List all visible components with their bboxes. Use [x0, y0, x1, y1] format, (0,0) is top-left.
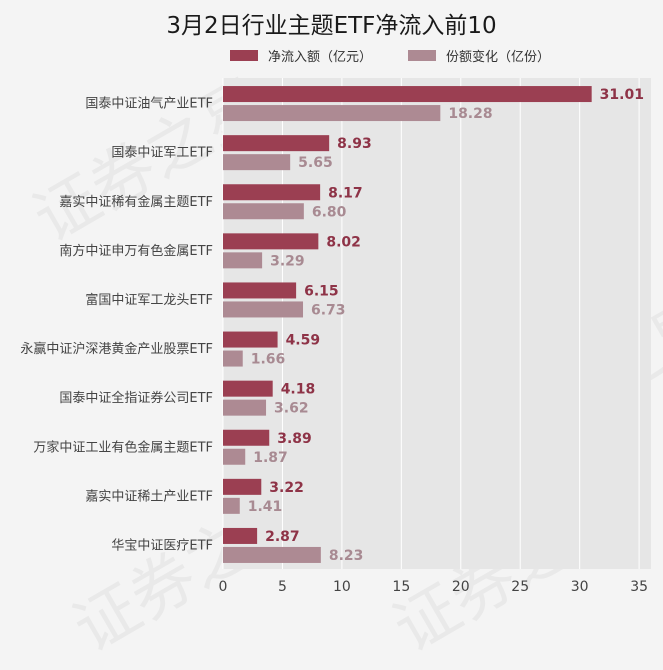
y-tick-label: 国泰中证油气产业ETF	[85, 96, 213, 112]
y-tick-label: 国泰中证军工ETF	[111, 146, 213, 161]
bar-share-change	[223, 546, 321, 563]
y-tick-label: 华宝中证医疗ETF	[111, 538, 213, 553]
y-tick-label: 万家中证工业有色金属主题ETF	[33, 439, 213, 455]
x-tick-label: 35	[630, 579, 648, 595]
data-label-share-change: 1.41	[248, 499, 283, 515]
data-label-share-change: 1.66	[251, 352, 286, 368]
x-tick-label: 5	[278, 579, 287, 595]
data-label-inflow: 6.15	[304, 283, 339, 299]
data-label-share-change: 18.28	[448, 106, 492, 122]
data-label-share-change: 8.23	[329, 548, 364, 564]
data-label-inflow: 3.22	[269, 480, 304, 496]
legend-label-share-change: 份额变化（亿份）	[446, 50, 551, 65]
chart-title: 3月2日行业主题ETF净流入前10	[166, 13, 497, 39]
data-label-share-change: 5.65	[298, 155, 333, 171]
legend-item-inflow: 净流入额（亿元）	[230, 46, 372, 65]
y-tick-label: 嘉实中证稀土产业ETF	[85, 489, 213, 504]
y-tick-label: 富国中证军工龙头ETF	[85, 292, 213, 308]
legend-swatch-share-change	[408, 50, 437, 61]
bar-inflow	[223, 429, 270, 446]
bar-inflow	[223, 135, 330, 152]
bar-share-change	[223, 252, 263, 269]
legend: 净流入额（亿元） 份额变化（亿份）	[230, 46, 586, 65]
data-label-share-change: 3.62	[274, 401, 309, 417]
x-tick-label: 10	[333, 579, 351, 595]
bar-chart: 0 5 10 15 20 25 30 35 国泰中证油气产业ETF 31.01 18.28 国泰中证军…	[20, 78, 651, 595]
bar-inflow	[223, 478, 262, 495]
data-label-inflow: 4.59	[286, 333, 321, 349]
bar-inflow	[223, 331, 278, 348]
bar-inflow	[223, 233, 319, 250]
bar-share-change	[223, 497, 240, 514]
bar-share-change	[223, 105, 441, 122]
data-label-share-change: 6.80	[312, 204, 347, 220]
x-tick-label: 15	[392, 579, 410, 595]
bar-inflow	[223, 527, 258, 544]
x-tick-label: 25	[511, 579, 529, 595]
y-tick-label: 国泰中证全指证券公司ETF	[59, 390, 213, 406]
data-label-share-change: 1.87	[253, 450, 288, 466]
data-label-inflow: 31.01	[600, 87, 644, 103]
bar-inflow	[223, 184, 321, 201]
x-tick-label: 0	[219, 579, 228, 595]
bar-share-change	[223, 203, 304, 220]
bar-inflow	[223, 86, 592, 103]
x-tick-label: 20	[452, 579, 470, 595]
y-tick-label: 嘉实中证稀有金属主题ETF	[59, 194, 213, 210]
bar-inflow	[223, 282, 297, 299]
y-tick-label: 南方中证申万有色金属ETF	[59, 243, 213, 259]
legend-swatch-inflow	[230, 50, 258, 61]
x-tick-label: 30	[571, 579, 589, 595]
bar-share-change	[223, 399, 267, 416]
data-label-inflow: 4.18	[281, 382, 316, 398]
data-label-inflow: 8.93	[337, 136, 372, 152]
data-label-share-change: 3.29	[270, 253, 305, 269]
bar-share-change	[223, 154, 291, 171]
bar-inflow	[223, 380, 273, 397]
data-label-share-change: 6.73	[311, 302, 346, 318]
data-label-inflow: 8.17	[328, 185, 363, 201]
legend-item-share-change: 份额变化（亿份）	[408, 46, 550, 65]
data-label-inflow: 3.89	[277, 431, 312, 447]
bar-share-change	[223, 350, 243, 367]
y-tick-label: 永赢中证沪深港黄金产业股票ETF	[20, 341, 213, 357]
data-label-inflow: 2.87	[265, 529, 300, 545]
data-label-inflow: 8.02	[326, 234, 361, 250]
bar-share-change	[223, 301, 304, 318]
bar-share-change	[223, 448, 246, 465]
legend-label-inflow: 净流入额（亿元）	[268, 50, 373, 65]
